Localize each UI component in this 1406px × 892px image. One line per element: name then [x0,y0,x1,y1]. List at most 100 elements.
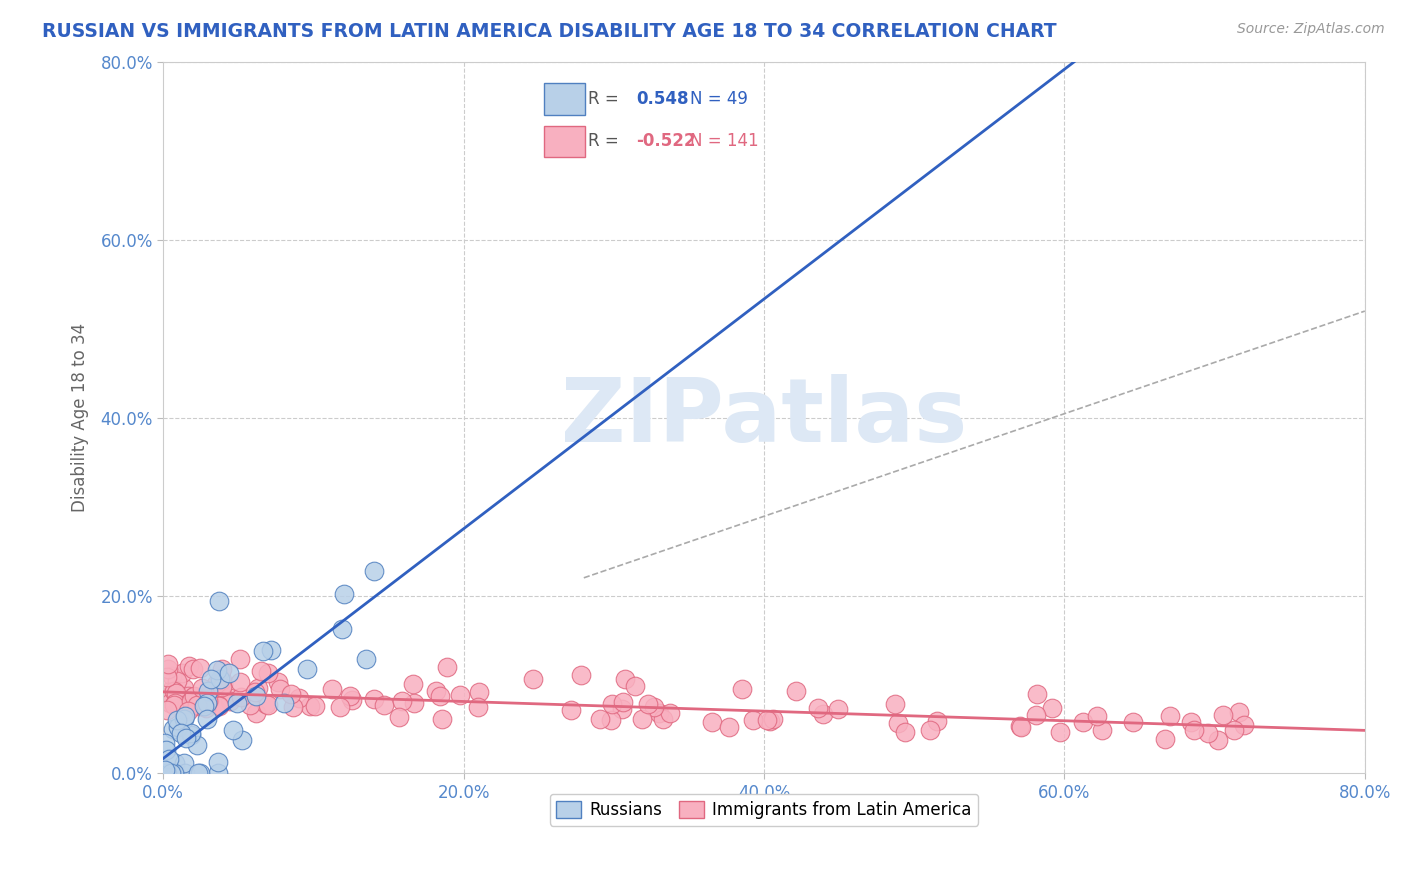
Point [193,698,215,713]
Point [205,677,228,691]
Point [211,662,233,676]
Point [187,766,209,780]
Point [758,714,780,729]
Point [160,685,183,699]
Point [330,622,353,636]
Point [742,714,765,728]
Point [207,766,229,780]
Point [811,707,834,722]
Point [156,703,179,717]
Point [173,756,195,771]
Point [162,722,184,736]
Point [246,681,269,695]
Point [174,731,197,745]
Point [174,701,197,715]
Point [1154,732,1177,747]
Point [1025,708,1047,723]
Point [887,715,910,730]
Point [256,697,278,711]
Point [631,712,654,726]
Y-axis label: Disability Age 18 to 34: Disability Age 18 to 34 [72,323,89,512]
Point [614,672,637,686]
Point [173,681,195,696]
Point [174,766,197,780]
Point [207,756,229,770]
Point [163,696,186,710]
Point [354,652,377,666]
Point [197,693,219,707]
Point [340,693,363,707]
Point [186,738,208,752]
Point [193,699,215,714]
Point [180,693,202,707]
Point [273,696,295,710]
Point [239,698,262,712]
Point [153,736,176,750]
Legend: Russians, Immigrants from Latin America: Russians, Immigrants from Latin America [550,794,979,826]
Point [183,689,205,703]
Point [883,697,905,711]
Point [176,704,198,718]
Point [197,684,219,698]
Point [245,689,267,703]
Point [297,662,319,676]
Point [250,664,273,678]
Point [388,710,411,724]
Point [166,694,188,708]
Point [1091,723,1114,738]
Point [231,732,253,747]
Point [176,697,198,711]
Point [195,694,218,708]
Point [1085,708,1108,723]
Point [1233,718,1256,732]
Point [156,766,179,780]
Point [602,697,624,711]
Point [1182,723,1205,738]
Point [429,689,451,703]
Point [1159,709,1181,723]
Point [155,764,177,778]
Point [1180,715,1202,730]
Point [211,680,233,694]
Point [180,726,202,740]
Point [190,681,212,695]
Point [188,661,211,675]
Point [156,662,179,676]
Point [269,681,291,696]
Point [197,689,219,703]
Point [219,690,242,705]
Point [1073,715,1095,730]
Point [402,696,425,710]
Point [569,668,592,682]
Point [194,701,217,715]
Point [256,698,278,712]
Point [180,728,202,742]
Point [219,693,242,707]
Point [1010,720,1032,734]
Point [166,720,188,734]
Point [718,720,741,734]
Point [1206,732,1229,747]
Point [181,690,204,704]
Point [205,663,228,677]
Point [702,715,724,730]
Point [200,672,222,686]
Point [1212,708,1234,723]
Point [229,651,252,665]
Point [402,677,425,691]
Point [1227,705,1250,719]
Text: RUSSIAN VS IMMIGRANTS FROM LATIN AMERICA DISABILITY AGE 18 TO 34 CORRELATION CHA: RUSSIAN VS IMMIGRANTS FROM LATIN AMERICA… [42,22,1057,41]
Point [1008,719,1031,733]
Point [1040,701,1063,715]
Point [155,743,177,757]
Point [174,701,197,715]
Point [267,675,290,690]
Point [187,699,209,714]
Point [468,685,491,699]
Point [333,587,356,601]
Point [221,723,243,738]
Point [304,698,326,713]
Point [647,706,669,720]
Point [165,756,187,770]
Point [449,688,471,702]
